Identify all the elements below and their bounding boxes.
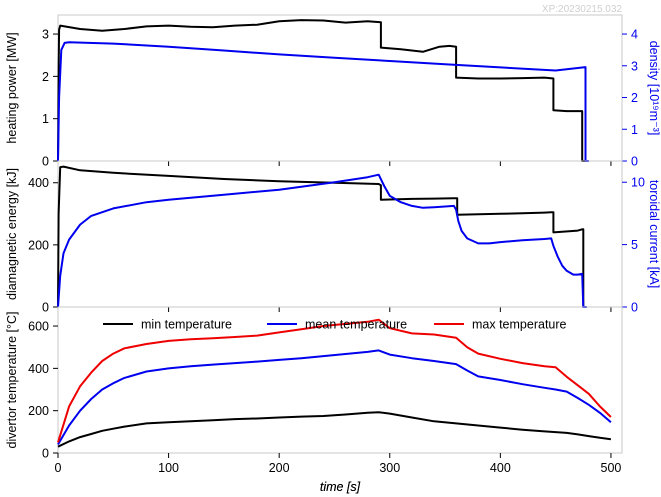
ytick-label: 200	[28, 238, 49, 252]
ytick-label: 0	[42, 155, 49, 169]
y2tick-label: 5	[631, 238, 638, 252]
xtick-label: 100	[158, 461, 179, 475]
y2label: toroidal current [kA]	[647, 180, 661, 288]
panel-1: 0 1 2 3 0 1 2 3 4 heating power [MW] density [10¹⁹…	[5, 14, 661, 494]
legend-label: mean temperature	[305, 318, 407, 332]
ytick-label: 3	[42, 28, 49, 42]
series-line-2-1	[57, 165, 587, 308]
series-line-min-temperature	[57, 411, 612, 448]
legend-label: max temperature	[472, 318, 567, 332]
ytick-label: 0	[42, 447, 49, 461]
ytick-label: 600	[28, 320, 49, 334]
series-line-1-2	[57, 41, 589, 162]
ytick-label: 2	[42, 70, 49, 84]
y2tick-label: 10	[631, 176, 645, 190]
panel-2: 0 200 400 0 5 10 diamagnetic energy [kJ] toroid…	[5, 160, 661, 315]
ylabel: heating power [MW]	[5, 32, 19, 143]
legend-label: min temperature	[141, 318, 232, 332]
xtick-label: 500	[601, 461, 622, 475]
panel-3-frame	[57, 306, 623, 454]
panel-1-frame	[57, 14, 623, 162]
series-line-mean-temperature	[57, 349, 612, 446]
xtick-label: 400	[490, 461, 511, 475]
ytick-label: 0	[42, 301, 49, 315]
y2tick-label: 4	[631, 28, 638, 42]
series-line-1-1	[57, 19, 587, 162]
ytick-label: 400	[28, 176, 49, 190]
panel-3: 0 200 400 600 0 100 200 300 400 500 divertor tempe…	[5, 306, 623, 494]
y2tick-label: 1	[631, 123, 638, 137]
xlabel: time [s]	[320, 480, 361, 494]
ytick-label: 200	[28, 404, 49, 418]
ytick-label: 400	[28, 362, 49, 376]
xtick-label: 300	[379, 461, 400, 475]
xlabel: time [s]	[320, 480, 361, 494]
series-line-max-temperature	[57, 318, 612, 443]
series-line-2-2	[57, 173, 587, 308]
ylabel: divertor temperature [°C]	[5, 312, 19, 449]
watermark: XP:20230215.032	[542, 4, 623, 15]
ylabel: diamagnetic energy [kJ]	[5, 168, 19, 300]
xtick-label: 200	[269, 461, 290, 475]
y2tick-label: 2	[631, 91, 638, 105]
y2label: density [10¹⁹m⁻³]	[647, 41, 661, 136]
y2tick-label: 0	[631, 301, 638, 315]
xtick-label: 0	[55, 461, 62, 475]
y2tick-label: 0	[631, 155, 638, 169]
ytick-label: 1	[42, 112, 49, 126]
legend: min temperature mean temperature max tempe…	[103, 318, 567, 332]
y2tick-label: 3	[631, 59, 638, 73]
